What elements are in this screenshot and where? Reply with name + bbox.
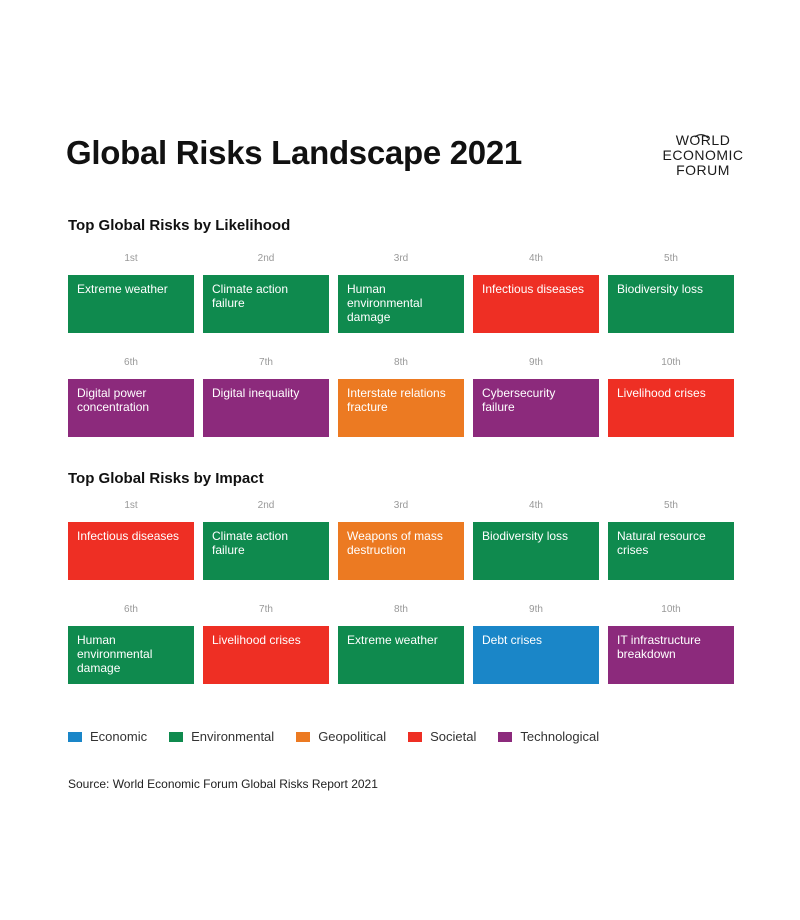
- risk-tile: Infectious diseases: [68, 522, 194, 580]
- tile-row: Extreme weather Climate action failure Hum…: [68, 275, 735, 333]
- rank-label: 10th: [661, 357, 681, 368]
- legend-label: Technological: [520, 729, 600, 744]
- risk-tile: Climate action failure: [203, 522, 329, 580]
- legend-item: Geopolitical: [296, 729, 386, 744]
- rank-row: 1st 2nd 3rd 4th 5th: [68, 498, 735, 514]
- rank-label: 3rd: [393, 500, 409, 511]
- risk-tile: Infectious diseases: [473, 275, 599, 333]
- legend-label: Societal: [430, 729, 477, 744]
- impact-heading-rest: by Impact: [189, 470, 264, 487]
- rank-label: 9th: [529, 357, 543, 368]
- logo-line-1: WORLD: [675, 132, 731, 148]
- risk-tile: Climate action failure: [203, 275, 329, 333]
- logo-line-2: ECONOMIC: [662, 147, 744, 163]
- rank-row: 6th 7th 8th 9th 10th: [68, 602, 735, 618]
- rank-label: 1st: [124, 500, 138, 511]
- logo-arc-icon: [694, 134, 709, 139]
- legend-item: Environmental: [169, 729, 274, 744]
- rank-label: 4th: [529, 253, 543, 264]
- page-title: Global Risks Landscape 2021: [66, 134, 522, 171]
- legend-label: Economic: [90, 729, 148, 744]
- risk-tile: Livelihood crises: [203, 626, 329, 684]
- likelihood-grid: 1st 2nd 3rd 4th 5th Extreme weather Climate ac…: [68, 251, 735, 459]
- risk-tile: Human environmental damage: [338, 275, 464, 333]
- legend-item: Societal: [408, 729, 476, 744]
- rank-label: 1st: [124, 253, 138, 264]
- rank-row: 6th 7th 8th 9th 10th: [68, 355, 735, 371]
- likelihood-heading: Top Global Risks by Likelihood: [68, 217, 290, 234]
- rank-label: 9th: [529, 604, 543, 615]
- risk-tile: Debt crises: [473, 626, 599, 684]
- rank-label: 6th: [124, 604, 138, 615]
- rank-label: 7th: [259, 357, 273, 368]
- legend-label: Geopolitical: [318, 729, 387, 744]
- rank-label: 10th: [661, 604, 681, 615]
- legend: Economic Environmental Geopolitical Societa…: [68, 729, 599, 744]
- impact-grid: 1st 2nd 3rd 4th 5th Infectious diseases Climat…: [68, 498, 735, 706]
- risk-tile: Cybersecurity failure: [473, 379, 599, 437]
- risk-tile: Livelihood crises: [608, 379, 734, 437]
- rank-label: 4th: [529, 500, 543, 511]
- risk-tile: Biodiversity loss: [473, 522, 599, 580]
- risk-tile: Digital inequality: [203, 379, 329, 437]
- rank-label: 5th: [664, 253, 678, 264]
- likelihood-heading-bold: Top Global Risks: [68, 217, 190, 234]
- rank-label: 8th: [394, 604, 408, 615]
- rank-label: 6th: [124, 357, 138, 368]
- risk-tile: Human environmental damage: [68, 626, 194, 684]
- legend-swatch: [498, 731, 513, 742]
- tile-row: Human environmental damage Livelihood cri…: [68, 626, 735, 684]
- risk-tile: Natural resource crises: [608, 522, 734, 580]
- rank-label: 8th: [394, 357, 408, 368]
- risk-tile: Biodiversity loss: [608, 275, 734, 333]
- risk-tile: IT infrastructure breakdown: [608, 626, 734, 684]
- wef-logo: WORLD ECONOMIC FORUM: [655, 133, 751, 178]
- legend-item: Technological: [498, 729, 599, 744]
- impact-heading: Top Global Risks by Impact: [68, 470, 264, 487]
- rank-label: 5th: [664, 500, 678, 511]
- legend-swatch: [169, 731, 184, 742]
- source-note: Source: World Economic Forum Global Risk…: [68, 777, 378, 791]
- risk-tile: Extreme weather: [338, 626, 464, 684]
- legend-swatch: [68, 731, 82, 742]
- tile-row: Infectious diseases Climate action failur…: [68, 522, 735, 580]
- likelihood-heading-rest: by Likelihood: [189, 217, 291, 234]
- legend-swatch: [296, 731, 311, 742]
- rank-label: 7th: [259, 604, 273, 615]
- risk-tile: Weapons of mass destruction: [338, 522, 464, 580]
- risk-tile: Digital power concentration: [68, 379, 194, 437]
- legend-swatch: [408, 731, 423, 742]
- tile-row: Digital power concentration Digital inequ…: [68, 379, 735, 437]
- risk-tile: Extreme weather: [68, 275, 194, 333]
- logo-line-3: FORUM: [676, 162, 730, 178]
- rank-label: 2nd: [257, 253, 275, 264]
- impact-heading-bold: Top Global Risks: [68, 470, 190, 487]
- risk-tile: Interstate relations fracture: [338, 379, 464, 437]
- legend-label: Environmental: [191, 729, 275, 744]
- rank-label: 3rd: [393, 253, 409, 264]
- rank-row: 1st 2nd 3rd 4th 5th: [68, 251, 735, 267]
- rank-label: 2nd: [257, 500, 275, 511]
- legend-item: Economic: [68, 729, 147, 744]
